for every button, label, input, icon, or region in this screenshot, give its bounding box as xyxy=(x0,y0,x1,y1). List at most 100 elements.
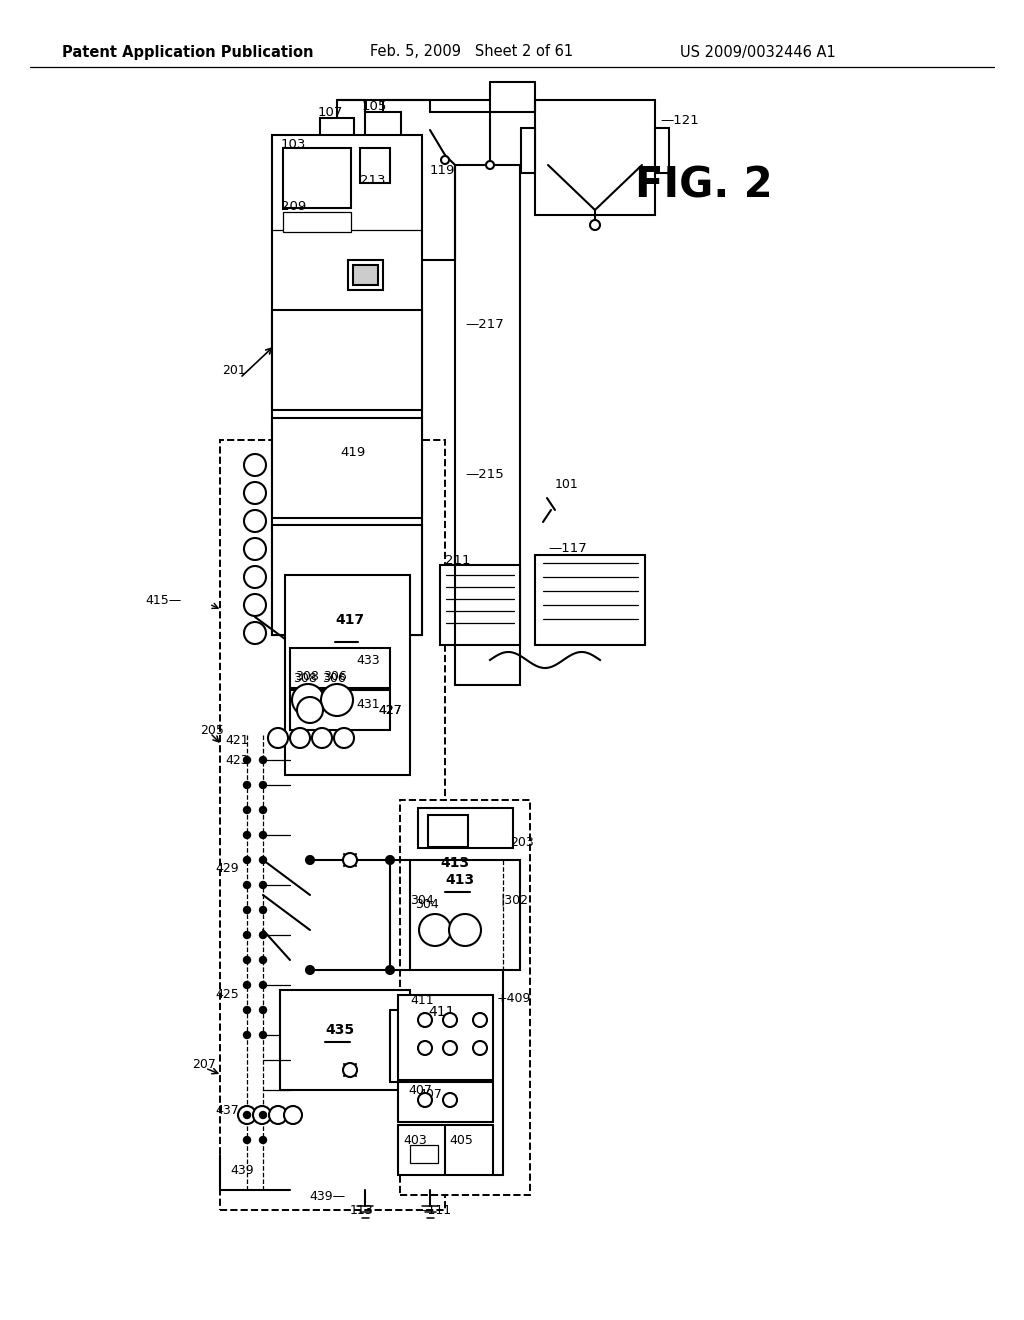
Text: 407: 407 xyxy=(408,1084,432,1097)
Bar xyxy=(418,808,513,847)
Circle shape xyxy=(259,756,266,763)
Bar xyxy=(283,213,351,232)
Text: Patent Application Publication: Patent Application Publication xyxy=(62,45,313,59)
Bar xyxy=(272,418,422,517)
Circle shape xyxy=(244,982,251,989)
Circle shape xyxy=(473,1012,487,1027)
Circle shape xyxy=(334,729,354,748)
Text: 439—: 439— xyxy=(309,1189,345,1203)
Text: 101: 101 xyxy=(555,479,579,491)
Text: 431: 431 xyxy=(356,698,380,711)
Text: 413: 413 xyxy=(445,873,474,887)
Circle shape xyxy=(473,1041,487,1055)
Text: 407: 407 xyxy=(418,1089,442,1101)
Circle shape xyxy=(253,1106,271,1125)
Circle shape xyxy=(244,510,266,532)
Circle shape xyxy=(259,1111,266,1118)
Circle shape xyxy=(259,907,266,913)
Circle shape xyxy=(244,882,251,888)
Bar xyxy=(220,440,445,1210)
Bar xyxy=(365,112,401,140)
Text: 429: 429 xyxy=(215,862,239,874)
Bar xyxy=(410,1144,438,1163)
Text: 405: 405 xyxy=(449,1134,473,1147)
Text: 421: 421 xyxy=(225,734,249,747)
Circle shape xyxy=(297,697,323,723)
Circle shape xyxy=(590,220,600,230)
Circle shape xyxy=(244,1111,251,1118)
Text: 427: 427 xyxy=(378,704,401,717)
Circle shape xyxy=(443,1012,457,1027)
Circle shape xyxy=(259,957,266,964)
Text: —111: —111 xyxy=(415,1204,452,1217)
Circle shape xyxy=(321,684,353,715)
Text: 207: 207 xyxy=(193,1059,216,1072)
Text: 205: 205 xyxy=(200,723,224,737)
Circle shape xyxy=(486,161,494,169)
Circle shape xyxy=(259,982,266,989)
Circle shape xyxy=(244,1031,251,1039)
Circle shape xyxy=(244,1006,251,1014)
Circle shape xyxy=(418,1041,432,1055)
Text: 417: 417 xyxy=(335,612,365,627)
Text: 413: 413 xyxy=(440,855,469,870)
Text: US 2009/0032446 A1: US 2009/0032446 A1 xyxy=(680,45,836,59)
Text: 103: 103 xyxy=(281,137,306,150)
Circle shape xyxy=(441,156,449,164)
Circle shape xyxy=(244,807,251,813)
Circle shape xyxy=(244,857,251,863)
Text: 304: 304 xyxy=(415,899,438,912)
Text: 427: 427 xyxy=(378,704,401,717)
Circle shape xyxy=(343,853,357,867)
Circle shape xyxy=(443,1093,457,1107)
Bar xyxy=(319,117,354,148)
Circle shape xyxy=(292,684,324,715)
Circle shape xyxy=(419,913,451,946)
Circle shape xyxy=(306,966,314,974)
Bar xyxy=(348,260,383,290)
Text: 203: 203 xyxy=(510,836,534,849)
Bar xyxy=(272,135,422,635)
Text: 213: 213 xyxy=(360,173,385,186)
Text: 306: 306 xyxy=(322,672,346,685)
Bar xyxy=(272,525,422,635)
Bar xyxy=(353,265,378,285)
Circle shape xyxy=(306,855,314,865)
Circle shape xyxy=(290,729,310,748)
Text: —117: —117 xyxy=(548,541,587,554)
Text: 415—: 415— xyxy=(145,594,182,606)
Text: |302: |302 xyxy=(500,894,528,907)
Circle shape xyxy=(244,622,266,644)
Text: 304: 304 xyxy=(410,894,434,907)
Text: +409: +409 xyxy=(497,991,531,1005)
Text: 439: 439 xyxy=(230,1163,254,1176)
Bar xyxy=(400,800,530,1195)
Text: 437: 437 xyxy=(215,1104,239,1117)
Circle shape xyxy=(259,857,266,863)
Circle shape xyxy=(244,756,251,763)
Text: Feb. 5, 2009   Sheet 2 of 61: Feb. 5, 2009 Sheet 2 of 61 xyxy=(370,45,573,59)
Circle shape xyxy=(259,932,266,939)
Text: 306: 306 xyxy=(323,669,347,682)
Bar xyxy=(455,165,520,685)
Circle shape xyxy=(259,832,266,838)
Text: 113: 113 xyxy=(350,1204,374,1217)
Text: 211: 211 xyxy=(445,553,470,566)
Text: 433: 433 xyxy=(356,653,380,667)
Circle shape xyxy=(386,855,394,865)
Circle shape xyxy=(259,1031,266,1039)
Text: 419: 419 xyxy=(340,446,366,459)
Text: 201: 201 xyxy=(222,363,246,376)
Circle shape xyxy=(238,1106,256,1125)
Text: 411: 411 xyxy=(410,994,433,1006)
Bar xyxy=(410,861,520,970)
Circle shape xyxy=(259,882,266,888)
Circle shape xyxy=(244,594,266,616)
Text: 105: 105 xyxy=(362,100,387,114)
Circle shape xyxy=(244,832,251,838)
Circle shape xyxy=(284,1106,302,1125)
Text: 425: 425 xyxy=(215,989,239,1002)
Bar xyxy=(535,100,655,215)
Text: 423: 423 xyxy=(225,754,249,767)
Bar xyxy=(521,128,535,173)
